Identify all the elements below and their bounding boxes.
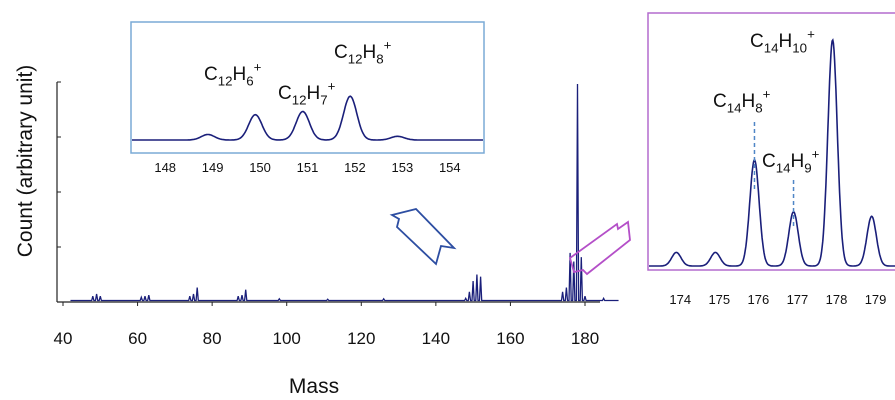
x-tick-label: 160 xyxy=(496,329,524,348)
inset-left-tick-label: 153 xyxy=(392,160,414,175)
formula-part: H xyxy=(363,42,377,63)
y-axis-label: Count (arbitrary unit) xyxy=(14,65,37,258)
inset-left-ticks: 148 149 150 151 152 153 154 xyxy=(154,160,460,175)
inset-left-annotations: C12H6+C12H7+C12H8+ xyxy=(204,37,392,107)
x-ticks: 40 60 80 100 120 140 160 180 xyxy=(54,302,599,348)
formula-label-C12H7: C12H7+ xyxy=(278,78,336,107)
inset-left-tick-label: 149 xyxy=(202,160,224,175)
formula-part: 12 xyxy=(292,93,307,108)
inset-right-panel: 174 175 176 177 178 179 C14H8+C14H9+C14H10+ xyxy=(647,12,895,307)
formula-part: C xyxy=(750,31,764,52)
x-tick-label: 40 xyxy=(54,329,73,348)
x-tick-label: 60 xyxy=(128,329,147,348)
inset-right-tick-label: 179 xyxy=(865,292,887,307)
formula-part: 12 xyxy=(348,52,363,67)
x-tick-label: 100 xyxy=(273,329,301,348)
inset-right-tick-label: 178 xyxy=(826,292,848,307)
inset-right-tick-label: 175 xyxy=(708,292,730,307)
formula-part: 12 xyxy=(218,74,233,89)
formula-part: H xyxy=(779,31,793,52)
formula-part: 8 xyxy=(755,101,762,116)
inset-left-frame xyxy=(130,21,485,154)
formula-label-C12H6: C12H6+ xyxy=(204,59,262,88)
formula-part: + xyxy=(384,37,392,52)
formula-part: H xyxy=(307,83,321,104)
formula-part: C xyxy=(334,42,348,63)
formula-label-C14H8: C14H8+ xyxy=(713,86,771,115)
x-tick-label: 120 xyxy=(347,329,375,348)
x-tick-label: 80 xyxy=(203,329,222,348)
formula-part: C xyxy=(762,151,776,172)
formula-part: 9 xyxy=(804,161,811,176)
inset-right-tick-label: 176 xyxy=(748,292,770,307)
inset-right-markers xyxy=(753,122,795,226)
formula-part: H xyxy=(233,64,247,85)
arrow-to-left-inset xyxy=(389,208,457,266)
x-axis-label: Mass xyxy=(289,375,339,398)
formula-part: 6 xyxy=(246,74,253,89)
formula-part: C xyxy=(204,64,218,85)
formula-part: + xyxy=(254,59,262,74)
formula-part: 14 xyxy=(764,41,779,56)
x-tick-label: 180 xyxy=(571,329,599,348)
formula-part: C xyxy=(713,91,727,112)
inset-left-tick-label: 148 xyxy=(154,160,176,175)
inset-right-annotations: C14H8+C14H9+C14H10+ xyxy=(713,26,820,175)
inset-left-spectrum xyxy=(132,95,483,141)
inset-right-tick-label: 174 xyxy=(669,292,691,307)
formula-label-C14H10: C14H10+ xyxy=(750,26,815,55)
formula-part: + xyxy=(328,78,336,93)
inset-right-ticks: 174 175 176 177 178 179 xyxy=(669,292,886,307)
formula-part: C xyxy=(278,83,292,104)
inset-right-frame xyxy=(647,12,895,271)
arrow-to-right-inset xyxy=(568,220,631,276)
formula-part: 8 xyxy=(376,52,383,67)
inset-right-tick-label: 177 xyxy=(787,292,809,307)
formula-part: H xyxy=(742,91,756,112)
formula-part: 10 xyxy=(792,41,807,56)
formula-part: H xyxy=(791,151,805,172)
inset-right-spectrum xyxy=(649,38,895,267)
formula-part: 7 xyxy=(320,93,327,108)
formula-part: + xyxy=(812,146,820,161)
inset-left-tick-label: 150 xyxy=(249,160,271,175)
inset-left-tick-label: 151 xyxy=(297,160,319,175)
formula-part: 14 xyxy=(727,101,742,116)
inset-left-panel: 148 149 150 151 152 153 154 C12H6+C12H7+C12H8+ xyxy=(130,21,485,175)
formula-part: + xyxy=(763,86,771,101)
formula-part: 14 xyxy=(776,161,791,176)
formula-part: + xyxy=(807,26,815,41)
y-ticks xyxy=(57,81,61,303)
formula-label-C14H9: C14H9+ xyxy=(762,146,820,175)
inset-left-tick-label: 152 xyxy=(344,160,366,175)
x-tick-label: 140 xyxy=(422,329,450,348)
formula-label-C12H8: C12H8+ xyxy=(334,37,392,66)
inset-left-tick-label: 154 xyxy=(439,160,461,175)
